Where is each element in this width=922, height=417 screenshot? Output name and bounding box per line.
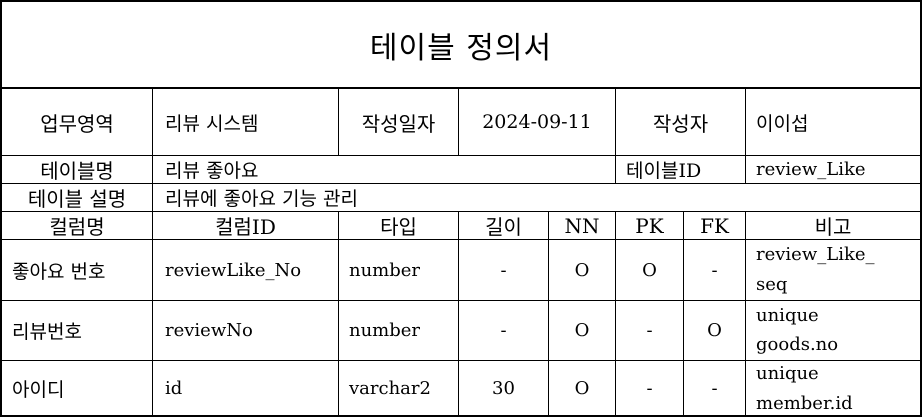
border-top [0, 0, 922, 2]
title-divider [0, 87, 922, 89]
info-divider-1 [0, 155, 922, 156]
header-length: 길이 [485, 215, 522, 239]
vline-fk [683, 211, 684, 417]
row2-note-line1: unique [756, 305, 819, 326]
row1-note: review_Like_ seq [746, 240, 920, 300]
row2-fk: O [707, 320, 722, 341]
info-divider-2 [0, 183, 922, 184]
row1-fk: - [711, 259, 718, 281]
vline-col1 [152, 88, 153, 417]
border-bottom [0, 415, 922, 417]
row3-note: unique member.id [746, 361, 920, 415]
row3-column-id: id [165, 377, 183, 399]
vline-pk [615, 211, 616, 417]
row3-note-line2: member.id [756, 393, 853, 414]
header-fk: FK [700, 213, 729, 238]
row2-column-name: 리뷰번호 [12, 321, 82, 343]
row1-column-id: reviewLike_No [165, 259, 302, 281]
row1-length: - [500, 259, 507, 281]
header-column-name: 컬럼명 [49, 215, 105, 239]
row1-type: number [349, 259, 421, 281]
row2-column-id: reviewNo [165, 320, 253, 341]
document-title: 테이블 정의서 [369, 30, 553, 66]
row2-note: unique goods.no [746, 301, 920, 360]
header-note: 비고 [814, 215, 852, 239]
info-divider-3 [0, 211, 922, 212]
date-value: 2024-09-11 [482, 111, 592, 133]
table-name-value: 리뷰 좋아요 [165, 160, 259, 182]
row2-length: - [500, 320, 507, 341]
table-id-value: review_Like [756, 159, 866, 180]
vline-author-label [615, 88, 616, 183]
vline-length [458, 211, 459, 417]
date-label: 작성일자 [361, 111, 436, 136]
header-divider [0, 239, 922, 240]
business-area-value: 리뷰 시스템 [165, 112, 259, 135]
vline-note [745, 211, 746, 417]
author-label: 작성자 [652, 111, 709, 136]
row1-pk: O [642, 259, 657, 281]
row1-note-line1: review_Like_ [756, 244, 875, 265]
row3-type: varchar2 [349, 377, 431, 399]
table-desc-value: 리뷰에 좋아요 기능 관리 [165, 188, 358, 210]
table-desc-label: 테이블 설명 [27, 187, 127, 211]
row3-nn: O [574, 377, 590, 399]
row1-note-line2: seq [756, 274, 788, 295]
border-left [0, 0, 2, 417]
header-nn: NN [564, 213, 600, 238]
header-type: 타입 [380, 215, 417, 239]
row1-nn: O [574, 259, 590, 281]
border-right [920, 0, 922, 417]
vline-date-value [458, 88, 459, 155]
row-divider-2 [0, 360, 922, 361]
author-value: 이이섭 [756, 112, 809, 135]
business-area-label: 업무영역 [40, 111, 114, 136]
row3-column-name: 아이디 [12, 378, 65, 401]
header-column-id: 컬럼ID [215, 215, 276, 239]
row3-fk: - [711, 377, 718, 399]
row3-note-line1: unique [756, 363, 819, 384]
vline-date-label [338, 88, 339, 155]
row-divider-1 [0, 300, 922, 301]
row1-column-name: 좋아요 번호 [12, 260, 106, 283]
row2-note-line2: goods.no [756, 334, 839, 355]
row2-pk: - [646, 320, 653, 341]
vline-nn [548, 211, 549, 417]
table-id-label: 테이블ID [626, 160, 702, 182]
row3-length: 30 [492, 377, 515, 399]
row2-nn: O [574, 320, 590, 341]
header-pk: PK [635, 213, 664, 238]
row2-type: number [349, 320, 421, 341]
vline-type [338, 211, 339, 417]
table-name-label: 테이블명 [40, 159, 114, 183]
vline-author-value [745, 88, 746, 183]
row3-pk: - [646, 377, 653, 399]
